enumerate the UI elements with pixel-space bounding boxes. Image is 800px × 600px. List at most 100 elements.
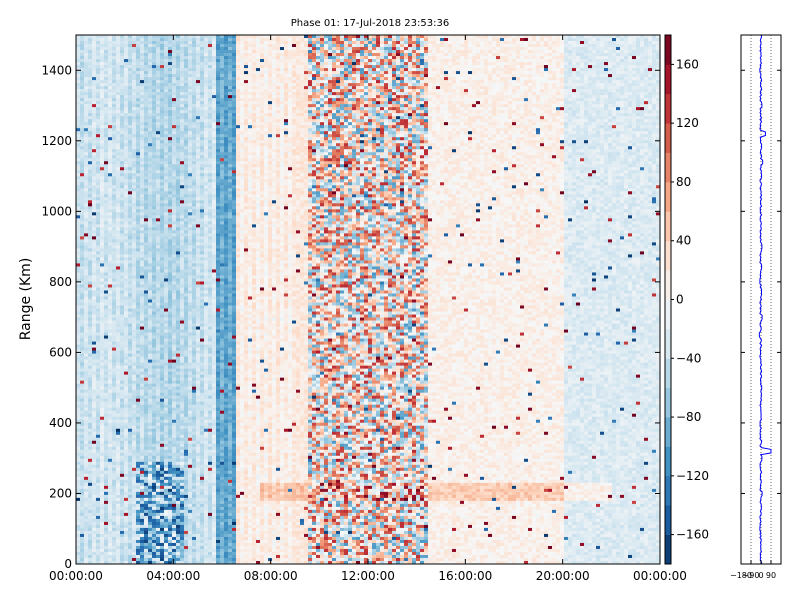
- heatmap-cell: [148, 365, 153, 369]
- heatmap-cell: [80, 248, 85, 252]
- heatmap-cell: [116, 524, 121, 529]
- heatmap-cell: [76, 314, 81, 318]
- heatmap-cell: [104, 212, 109, 216]
- heatmap-cell: [116, 104, 121, 108]
- heatmap-cell: [128, 44, 133, 48]
- heatmap-cell: [176, 71, 181, 75]
- heatmap-cell: [184, 371, 189, 375]
- heatmap-cell: [96, 461, 101, 466]
- heatmap-cell: [144, 239, 149, 243]
- heatmap-cell: [80, 395, 85, 399]
- heatmap-cell: [76, 272, 81, 276]
- heatmap-cell: [92, 86, 97, 90]
- heatmap-cell: [80, 68, 85, 72]
- heatmap-cell: [80, 59, 85, 63]
- heatmap-cell: [160, 245, 165, 249]
- heatmap-cell: [172, 551, 177, 556]
- heatmap-cell: [120, 200, 125, 204]
- heatmap-cell: [124, 452, 129, 457]
- heatmap-cell: [92, 323, 97, 327]
- heatmap-cell: [120, 455, 125, 460]
- heatmap-cell: [176, 179, 181, 183]
- heatmap-cell: [96, 473, 101, 478]
- heatmap-cell: [128, 122, 133, 126]
- heatmap-cell: [184, 257, 189, 261]
- heatmap-cell: [184, 128, 189, 132]
- heatmap-cell: [140, 332, 145, 336]
- heatmap-cell: [84, 35, 89, 39]
- heatmap-cell: [120, 437, 125, 442]
- heatmap-cell: [100, 383, 105, 387]
- heatmap-cell: [132, 476, 137, 481]
- heatmap-cell: [172, 299, 177, 303]
- heatmap-cell: [120, 539, 125, 544]
- heatmap-cell: [172, 515, 177, 520]
- heatmap-cell: [116, 437, 121, 442]
- heatmap-cell: [176, 461, 181, 466]
- heatmap-cell: [128, 176, 133, 180]
- heatmap-cell: [128, 551, 133, 556]
- heatmap-cell: [84, 224, 89, 228]
- heatmap-cell: [108, 200, 113, 204]
- heatmap-cell: [172, 293, 177, 297]
- heatmap-cell: [124, 473, 129, 478]
- heatmap-cell: [168, 212, 173, 216]
- heatmap-cell: [160, 71, 165, 75]
- heatmap-cell: [124, 365, 129, 369]
- heatmap-cell: [128, 380, 133, 384]
- heatmap-cell: [84, 278, 89, 282]
- heatmap-cell: [180, 164, 185, 168]
- heatmap-cell: [104, 353, 109, 357]
- heatmap-cell: [96, 200, 101, 204]
- heatmap-cell: [92, 365, 97, 369]
- heatmap-cell: [116, 245, 121, 249]
- heatmap-cell: [128, 140, 133, 144]
- heatmap-cell: [104, 464, 109, 469]
- heatmap-cell: [152, 365, 157, 369]
- heatmap-cell: [108, 389, 113, 393]
- heatmap-cell: [92, 263, 97, 267]
- heatmap-cell: [160, 101, 165, 105]
- heatmap-cell: [104, 200, 109, 204]
- heatmap-cell: [124, 119, 129, 123]
- heatmap-cell: [152, 332, 157, 336]
- heatmap-cell: [140, 158, 145, 162]
- heatmap-cell: [180, 305, 185, 309]
- heatmap-cell: [116, 377, 121, 381]
- heatmap-cell: [88, 272, 93, 276]
- heatmap-cell: [80, 221, 85, 225]
- heatmap-cell: [124, 560, 129, 565]
- heatmap-cell: [128, 287, 133, 291]
- heatmap-cell: [88, 155, 93, 159]
- heatmap-cell: [104, 281, 109, 285]
- heatmap-cell: [96, 290, 101, 294]
- heatmap-cell: [144, 431, 149, 436]
- heatmap-cell: [168, 350, 173, 354]
- heatmap-cell: [144, 335, 149, 339]
- heatmap-cell: [180, 113, 185, 117]
- heatmap-cell: [108, 224, 113, 228]
- heatmap-cell: [160, 389, 165, 393]
- heatmap-cell: [112, 410, 117, 415]
- heatmap-cell: [180, 251, 185, 255]
- heatmap-cell: [128, 119, 133, 123]
- heatmap-cell: [88, 50, 93, 54]
- heatmap-cell: [96, 269, 101, 273]
- heatmap-cell: [124, 368, 129, 372]
- heatmap-cell: [100, 257, 105, 261]
- heatmap-cell: [144, 404, 149, 409]
- heatmap-cell: [156, 293, 161, 297]
- heatmap-cell: [180, 428, 185, 433]
- heatmap-cell: [116, 455, 121, 460]
- heatmap-cell: [160, 434, 165, 439]
- heatmap-cell: [148, 380, 153, 384]
- heatmap-cell: [140, 98, 145, 102]
- heatmap-cell: [164, 521, 169, 526]
- heatmap-cell: [116, 227, 121, 231]
- heatmap-cell: [108, 194, 113, 198]
- heatmap-cell: [108, 122, 113, 126]
- heatmap-cell: [172, 332, 177, 336]
- heatmap-cell: [80, 185, 85, 189]
- heatmap-cell: [88, 182, 93, 186]
- heatmap-cell: [96, 422, 101, 427]
